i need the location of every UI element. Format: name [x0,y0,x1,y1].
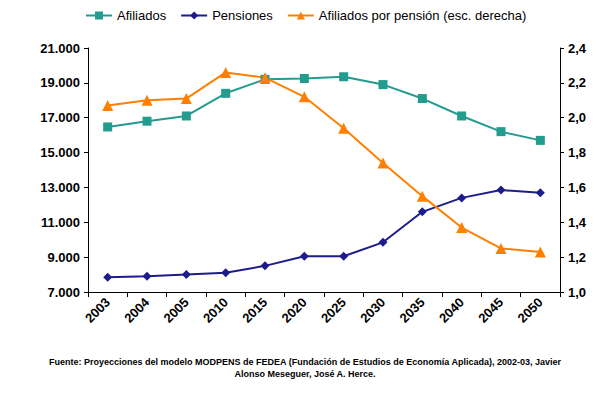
svg-text:11.000: 11.000 [41,215,80,230]
svg-text:1,2: 1,2 [568,250,586,265]
svg-text:17.000: 17.000 [40,110,80,125]
svg-text:1,6: 1,6 [568,180,586,195]
svg-text:2,4: 2,4 [568,41,587,56]
html-text:Fuente: Proyecciones del model: Fuente: Proyecciones del modelo MODPENS … [49,357,561,379]
svg-text:2,0: 2,0 [568,110,586,125]
svg-text:9.000: 9.000 [47,250,80,265]
svg-text:21.000: 21.000 [40,41,80,56]
svg-text:2004: 2004 [121,294,153,326]
svg-text:2015: 2015 [239,295,270,326]
svg-text:2045: 2045 [475,295,506,326]
svg-text:2005: 2005 [161,295,192,326]
svg-text:2030: 2030 [357,295,388,326]
svg-text:19.000: 19.000 [40,75,80,90]
svg-text:2020: 2020 [279,295,310,326]
svg-text:Afiliados por pensión (esc. de: Afiliados por pensión (esc. derecha) [319,8,526,23]
svg-text:2010: 2010 [200,295,231,326]
svg-text:1,4: 1,4 [568,215,587,230]
svg-text:Pensiones: Pensiones [212,8,273,23]
svg-text:1,8: 1,8 [568,145,586,160]
svg-text:7.000: 7.000 [47,285,80,300]
svg-text:2050: 2050 [515,295,546,326]
svg-text:2035: 2035 [397,295,428,326]
svg-text:1,0: 1,0 [568,285,586,300]
svg-text:2,2: 2,2 [568,75,586,90]
svg-text:13.000: 13.000 [40,180,80,195]
svg-text:15.000: 15.000 [40,145,80,160]
svg-text:2040: 2040 [436,295,467,326]
svg-text:Afiliados: Afiliados [117,8,167,23]
svg-text:2003: 2003 [82,295,113,326]
svg-text:2025: 2025 [318,295,349,326]
